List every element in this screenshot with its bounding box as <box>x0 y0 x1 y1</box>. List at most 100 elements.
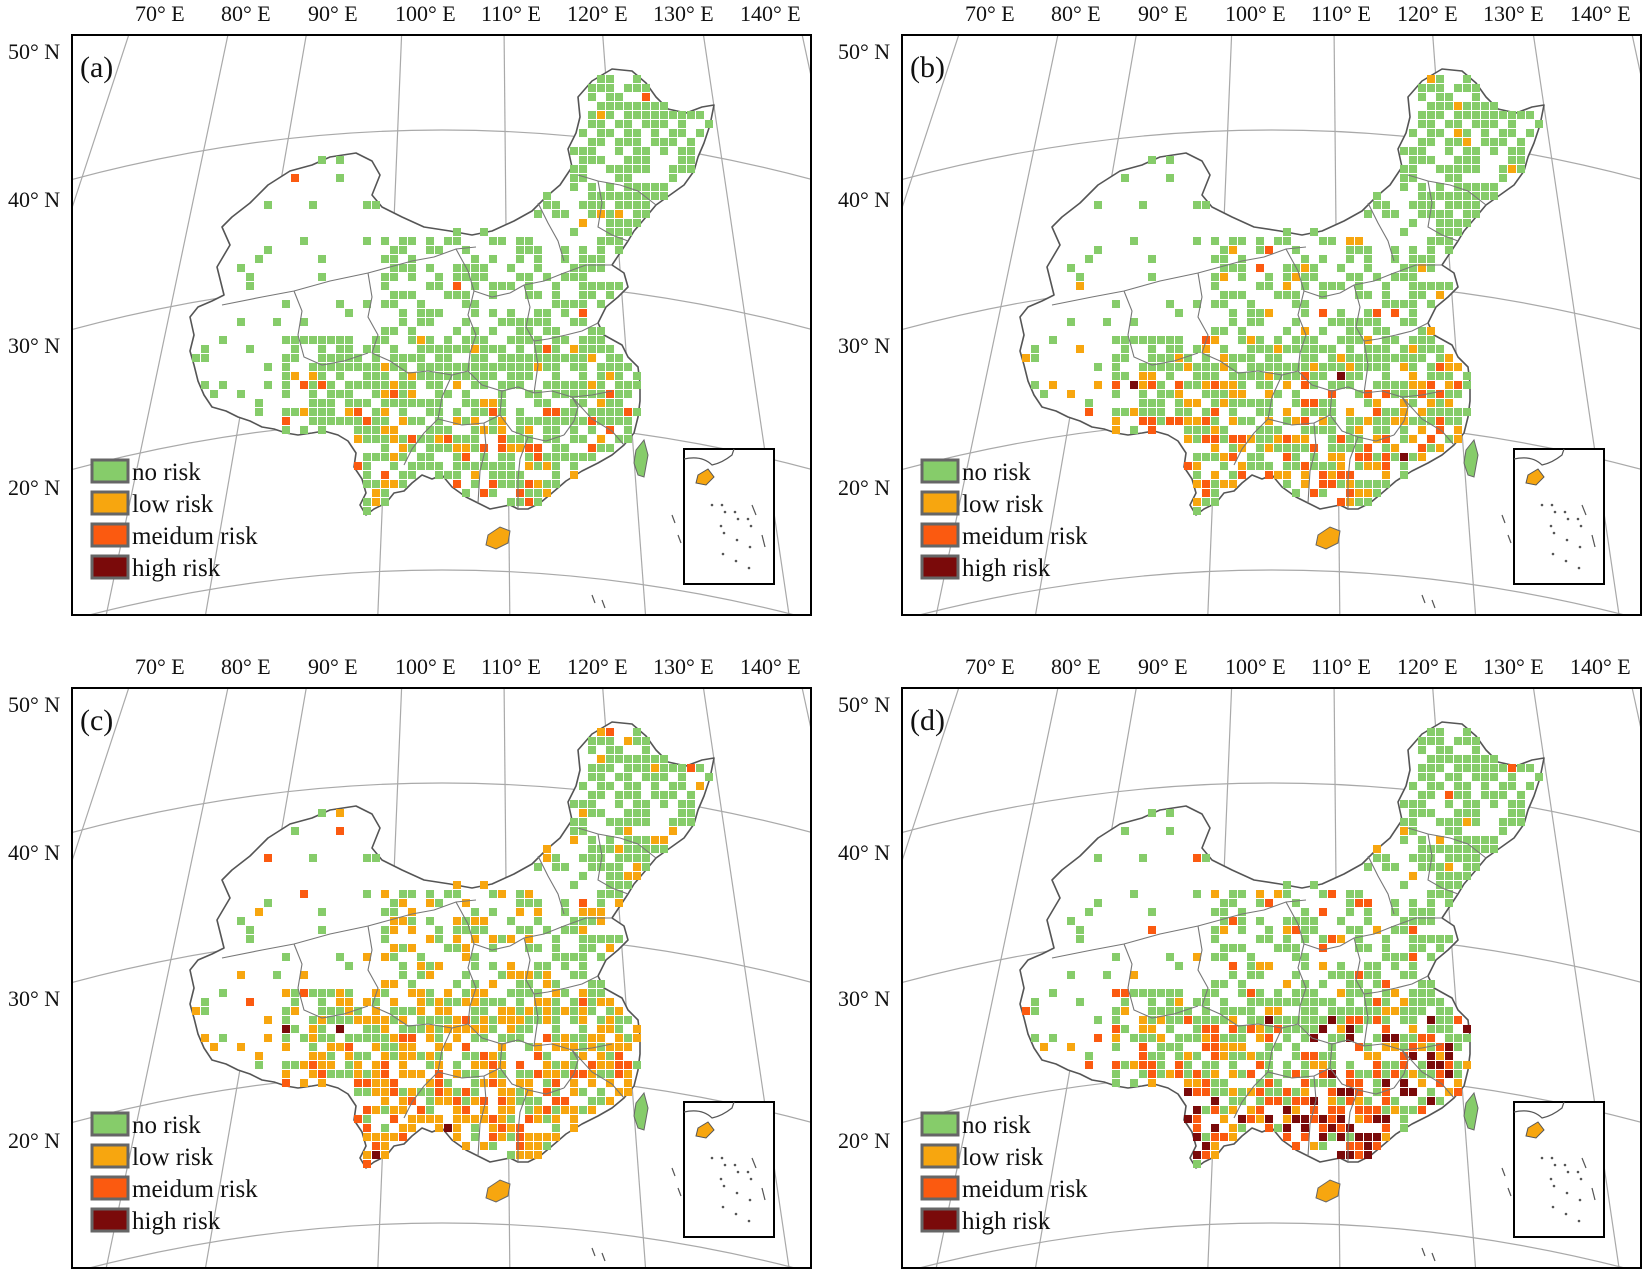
risk-cell-no <box>1463 863 1471 871</box>
risk-cell-no <box>1427 111 1435 119</box>
risk-cell-low <box>390 435 398 443</box>
risk-cell-no <box>633 728 641 736</box>
risk-cell-low <box>606 1061 614 1069</box>
risk-cell-low <box>453 1133 461 1141</box>
risk-cell-no <box>606 755 614 763</box>
risk-cells <box>192 728 713 1168</box>
risk-cell-no <box>525 336 533 344</box>
risk-cell-no <box>561 863 569 871</box>
risk-cell-no <box>1193 998 1201 1006</box>
risk-cell-no <box>471 336 479 344</box>
risk-cell-no <box>552 935 560 943</box>
risk-cell-low <box>597 435 605 443</box>
risk-cell-no <box>1121 1025 1129 1033</box>
risk-cell-no <box>1445 872 1453 880</box>
risk-cell-no <box>471 363 479 371</box>
risk-cell-no <box>1310 336 1318 344</box>
risk-cell-no <box>1418 183 1426 191</box>
risk-cell-no <box>651 755 659 763</box>
risk-cell-low <box>408 390 416 398</box>
risk-cell-no <box>1238 399 1246 407</box>
longitude-label: 110° E <box>481 654 541 679</box>
risk-cell-no <box>300 237 308 245</box>
risk-cell-low <box>264 1034 272 1042</box>
risk-cell-no <box>1355 944 1363 952</box>
risk-cell-no <box>642 845 650 853</box>
risk-cell-no <box>1238 890 1246 898</box>
risk-cell-no <box>1472 809 1480 817</box>
risk-cell-low <box>408 989 416 997</box>
risk-cell-no <box>408 273 416 281</box>
risk-cell-no <box>1517 111 1525 119</box>
risk-cell-no <box>1193 345 1201 353</box>
risk-cell-no <box>1301 444 1309 452</box>
risk-cell-no <box>480 336 488 344</box>
risk-cell-low <box>516 1079 524 1087</box>
risk-cell-no <box>471 1124 479 1132</box>
risk-cell-no <box>1418 998 1426 1006</box>
risk-cell-no <box>453 228 461 236</box>
risk-cell-no <box>399 309 407 317</box>
risk-cell-no <box>282 1061 290 1069</box>
risk-cell-no <box>516 498 524 506</box>
province-boundary <box>537 855 565 915</box>
risk-cell-no <box>615 1025 623 1033</box>
risk-cell-medium <box>1382 435 1390 443</box>
risk-cell-no <box>1049 336 1057 344</box>
risk-cell-no <box>480 372 488 380</box>
risk-cell-no <box>309 363 317 371</box>
risk-cell-no <box>606 782 614 790</box>
risk-cell-no <box>417 354 425 362</box>
risk-cell-no <box>309 390 317 398</box>
risk-cell-low <box>1283 980 1291 988</box>
risk-cell-low <box>1436 444 1444 452</box>
risk-cell-no <box>282 390 290 398</box>
risk-cell-no <box>606 746 614 754</box>
risk-cell-no <box>1247 309 1255 317</box>
risk-cell-no <box>1211 417 1219 425</box>
risk-cell-no <box>1328 1133 1336 1141</box>
risk-cell-no <box>1463 147 1471 155</box>
risk-cell-low <box>1193 953 1201 961</box>
risk-cell-no <box>327 390 335 398</box>
risk-cell-low <box>1211 471 1219 479</box>
risk-cell-no <box>471 300 479 308</box>
risk-cell-no <box>1427 989 1435 997</box>
risk-cell-no <box>1418 354 1426 362</box>
risk-cell-no <box>615 120 623 128</box>
risk-cell-no <box>1346 980 1354 988</box>
risk-cell-no <box>1454 183 1462 191</box>
risk-cell-medium <box>1454 1088 1462 1096</box>
risk-cell-no <box>1400 1043 1408 1051</box>
risk-cell-no <box>534 264 542 272</box>
risk-cell-no <box>291 989 299 997</box>
risk-cell-low <box>606 372 614 380</box>
risk-cell-no <box>597 264 605 272</box>
risk-cell-high <box>1364 1133 1372 1141</box>
risk-cell-no <box>1229 1097 1237 1105</box>
risk-cell-no <box>624 782 632 790</box>
risk-cell-no <box>633 201 641 209</box>
risk-cell-no <box>570 174 578 182</box>
risk-cell-no <box>426 462 434 470</box>
risk-cell-high <box>1238 1115 1246 1123</box>
risk-cell-no <box>282 953 290 961</box>
risk-cell-no <box>480 363 488 371</box>
longitude-label: 130° E <box>1483 654 1544 679</box>
risk-cell-no <box>1382 863 1390 871</box>
risk-cell-low <box>1256 962 1264 970</box>
risk-cell-no <box>1265 1070 1273 1078</box>
risk-cell-no <box>1445 192 1453 200</box>
risk-cell-medium <box>1373 1106 1381 1114</box>
risk-cell-no <box>372 417 380 425</box>
risk-cell-no <box>1490 755 1498 763</box>
risk-cell-no <box>606 845 614 853</box>
risk-cell-no <box>1382 1070 1390 1078</box>
risk-cell-no <box>1292 989 1300 997</box>
risk-cell-no <box>588 854 596 862</box>
risk-cell-no <box>570 971 578 979</box>
risk-cell-no <box>1220 264 1228 272</box>
risk-cell-no <box>489 255 497 263</box>
